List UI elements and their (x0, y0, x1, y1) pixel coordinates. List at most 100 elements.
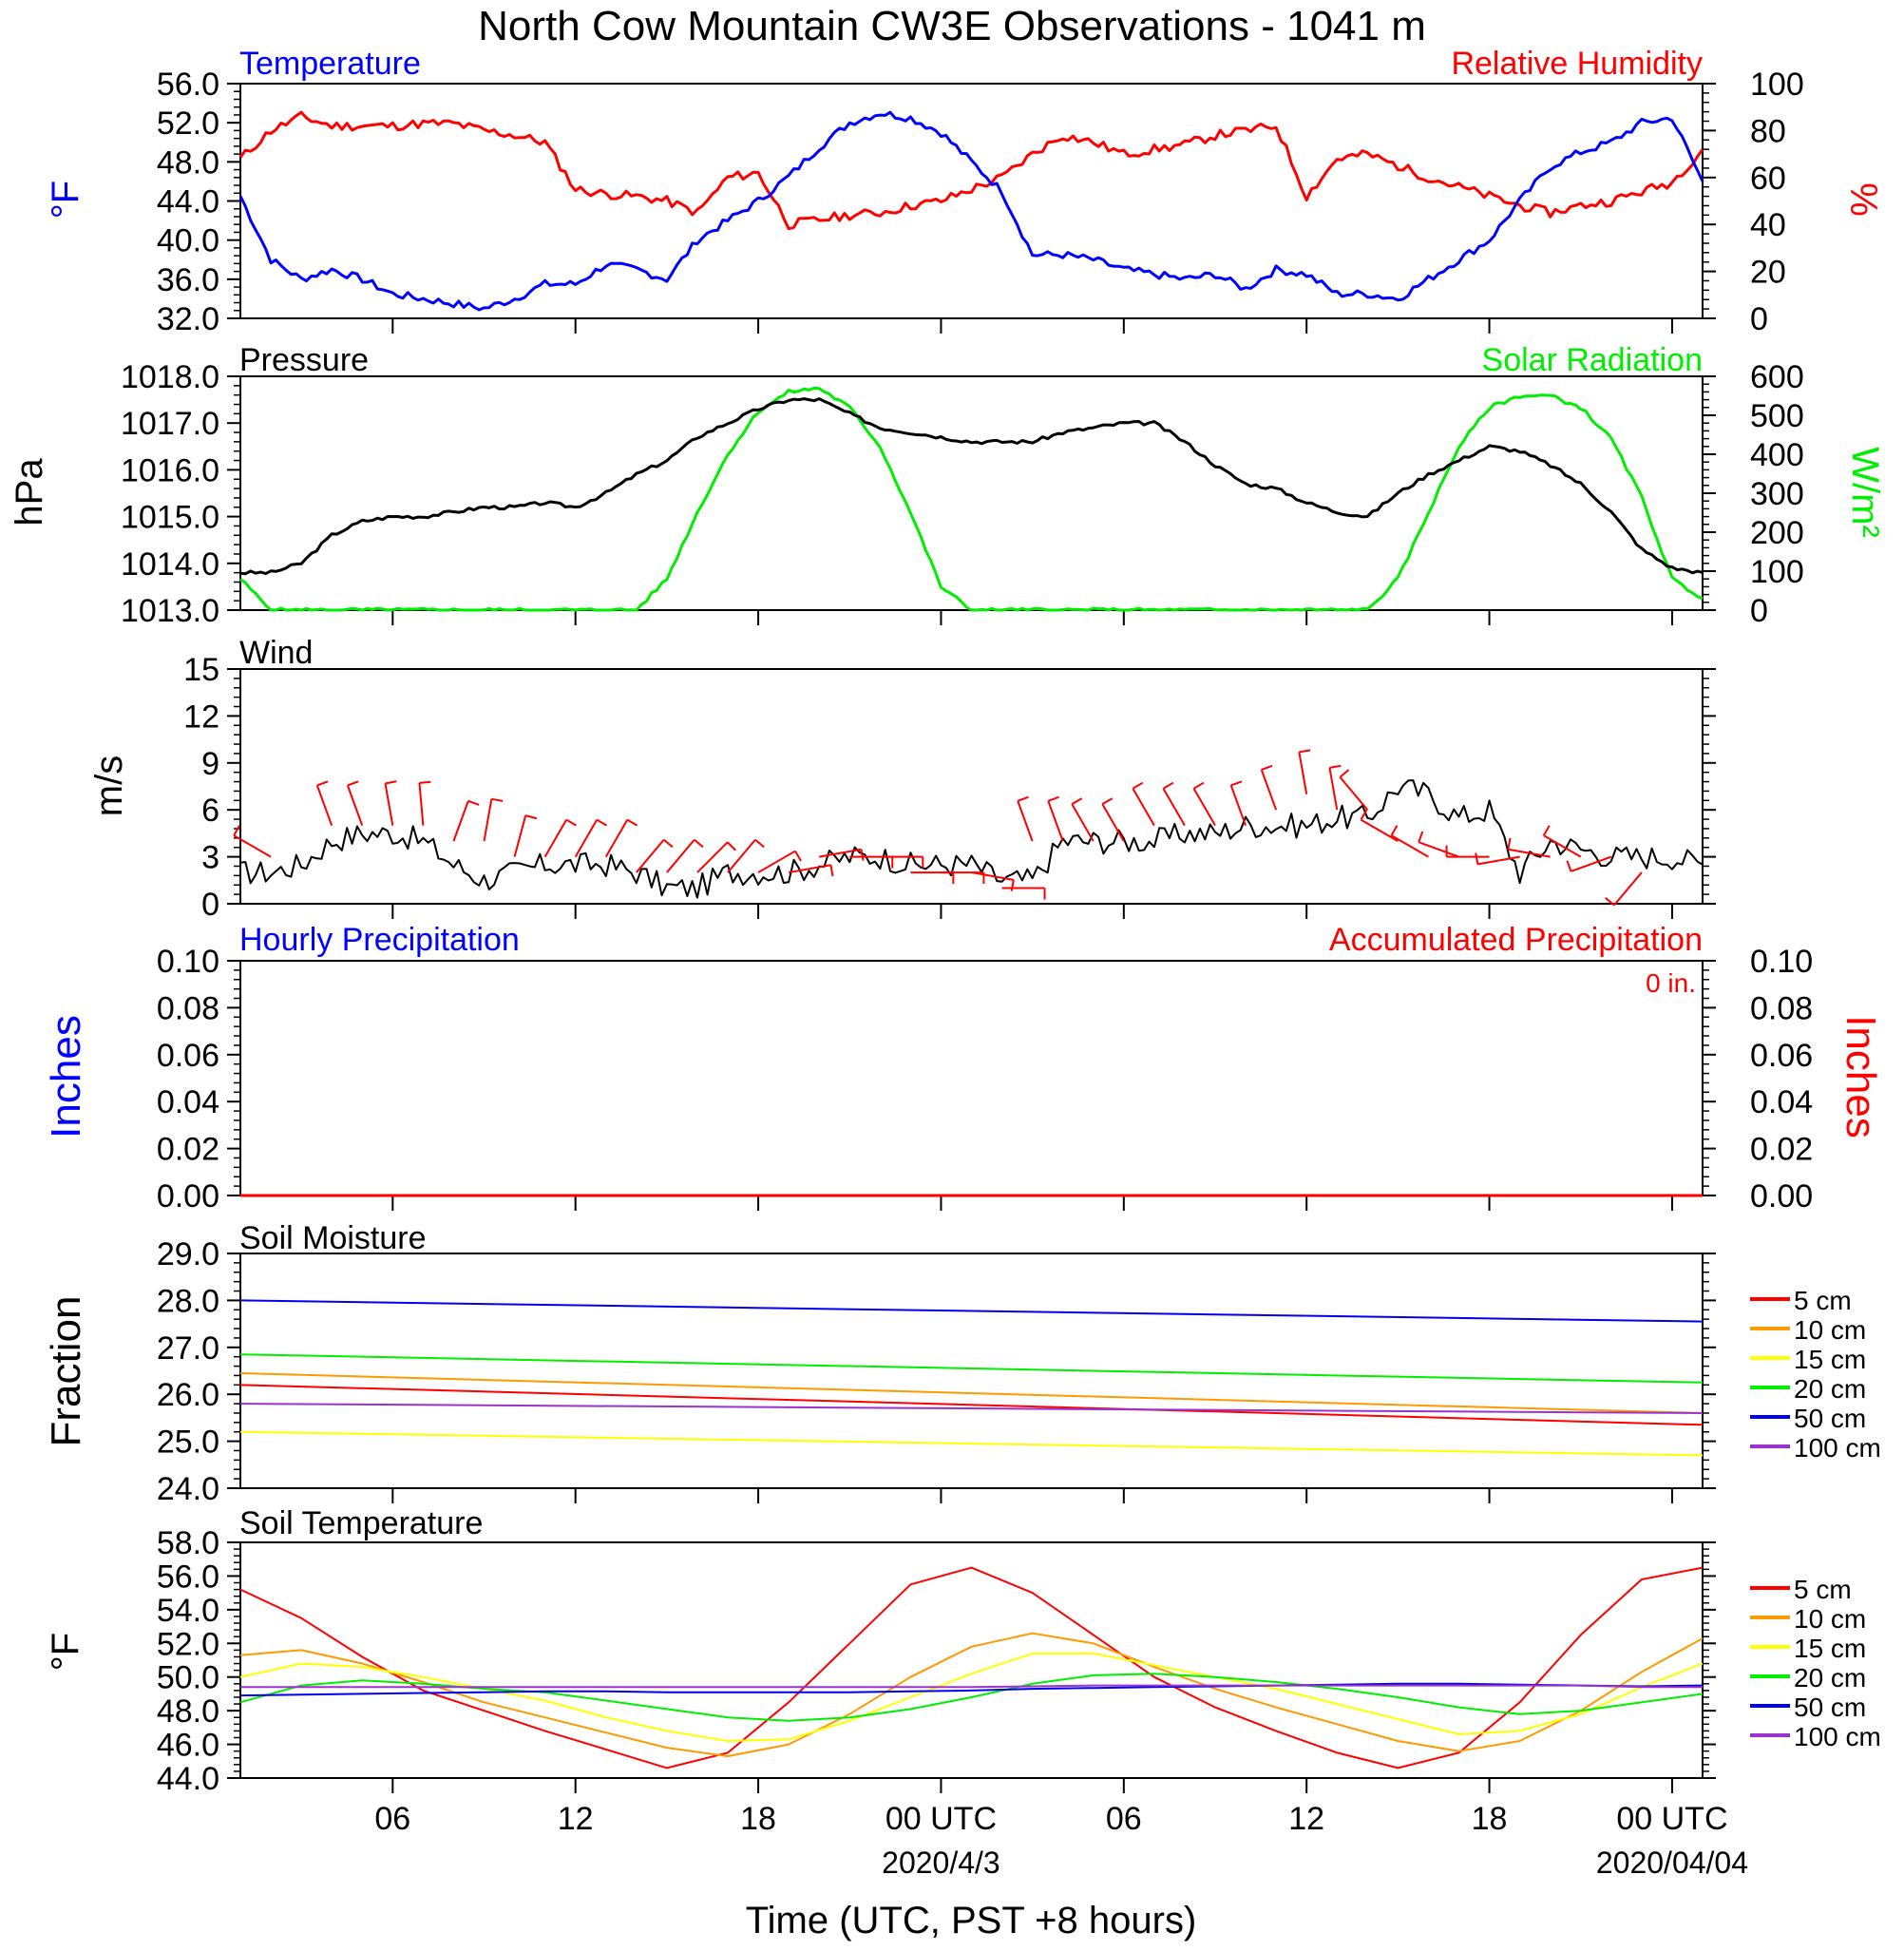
wind-barb-flag (663, 838, 674, 849)
wind-barb-flag (1329, 764, 1342, 769)
plot-frame-soil_moisture (239, 1253, 1704, 1489)
legend-label: 10 cm (1794, 1604, 1866, 1634)
legend-label: 20 cm (1794, 1374, 1866, 1404)
y-tick-label: 44.0 (157, 184, 219, 220)
legend-label: 20 cm (1794, 1663, 1866, 1693)
temperature-line (238, 110, 1704, 312)
soil-moisture-line (239, 1403, 1704, 1414)
y-right-tick-label: 500 (1750, 398, 1804, 434)
panel-temperature-humidity: Temperature Relative Humidity °F % (45, 46, 1884, 219)
y-tick-label: 48.0 (157, 144, 219, 181)
x-date-label: 2020/04/04 (1596, 1846, 1748, 1880)
y-tick-label: 54.0 (157, 1593, 219, 1629)
wind-barb (604, 819, 629, 858)
y-tick-label: 0.08 (157, 990, 219, 1026)
wind-barb (1360, 818, 1399, 842)
plot-frame-precip (239, 960, 1704, 1196)
soil-temp-line (239, 1566, 1704, 1769)
y-tick-label: 40.0 (157, 223, 219, 259)
wind-barb-flag (1071, 797, 1083, 806)
wind-barb (543, 819, 567, 858)
x-tick-label: 18 (740, 1801, 776, 1837)
y-tick-label: 52.0 (157, 1626, 219, 1662)
y-tick-label: 56.0 (157, 1559, 219, 1595)
humidity-title: Relative Humidity (1451, 46, 1703, 82)
y-tick-label: 0.02 (157, 1132, 219, 1168)
wind-barb (1298, 752, 1308, 794)
accum-precip-title: Accumulated Precipitation (1329, 922, 1703, 958)
y-right-tick-label: 300 (1750, 476, 1804, 512)
y-tick-label: 0.04 (157, 1084, 219, 1120)
soil-moisture-line (239, 1372, 1704, 1414)
solar-title: Solar Radiation (1482, 342, 1703, 378)
soil-moisture-unit: Fraction (43, 1296, 89, 1447)
y-right-tick-label: 20 (1750, 255, 1786, 291)
wind-barb (819, 848, 862, 858)
y-tick-label: 29.0 (157, 1236, 219, 1272)
hourly-precip-title: Hourly Precipitation (239, 922, 520, 958)
wind-barb (971, 871, 1014, 881)
wind-barb-flag (754, 838, 765, 849)
y-right-tick-label: 0.06 (1750, 1038, 1813, 1074)
wind-barb (1132, 788, 1155, 827)
wind-barb-flag (1360, 809, 1368, 821)
wind-barb-flag (829, 865, 834, 877)
wind-barb (452, 800, 469, 842)
y-tick-label: 58.0 (157, 1525, 219, 1561)
legend-label: 5 cm (1794, 1286, 1852, 1315)
legend-label: 100 cm (1794, 1433, 1881, 1463)
wind-barb (1101, 803, 1125, 842)
plot-frame-pressure_solar (239, 375, 1704, 611)
solar-line (239, 386, 1704, 612)
y-tick-label: 0.10 (157, 944, 219, 980)
wind-barb-flag (565, 818, 578, 827)
y-tick-label: 46.0 (157, 1728, 219, 1764)
wind-barb-flag (1605, 897, 1615, 907)
y-tick-label: 32.0 (157, 301, 219, 337)
wind-barb (315, 785, 333, 827)
y-tick-label: 0.06 (157, 1038, 219, 1074)
y-tick-label: 1015.0 (121, 500, 219, 536)
y-tick-label: 24.0 (157, 1471, 219, 1507)
wind-barb (574, 819, 599, 858)
wind-barb-flag (860, 849, 865, 861)
wind-barb-flag (347, 780, 359, 787)
pressure-title: Pressure (239, 342, 369, 378)
wind-barb-flag (694, 838, 704, 849)
wind-barb (1328, 767, 1339, 811)
wind-barb-flag (491, 797, 504, 802)
y-tick-label: 36.0 (157, 262, 219, 298)
y-tick-label: 9 (201, 746, 219, 782)
wind-barb (1418, 841, 1459, 858)
wind-barb-flag (1299, 749, 1311, 754)
y-tick-label: 3 (201, 840, 219, 876)
y-tick-label: 26.0 (157, 1377, 219, 1413)
wind-barb (1508, 848, 1551, 858)
y-tick-label: 44.0 (157, 1761, 219, 1797)
wind-barb-flag (1101, 797, 1114, 806)
wind-barb-flag (1390, 825, 1399, 836)
x-tick-label: 18 (1472, 1801, 1508, 1837)
wind-barb-flag (524, 814, 538, 820)
precip-left-unit: Inches (43, 1015, 89, 1138)
wind-barb-flag (794, 851, 802, 862)
wind-barb-flag (1162, 781, 1174, 790)
wind-barb-flag (1047, 795, 1059, 802)
plot-frame-soil_temp (239, 1541, 1704, 1779)
wind-barb-flag (1017, 795, 1029, 802)
plot-layer: 56.052.048.044.040.036.032.0100806040200… (121, 67, 1881, 1880)
wind-barb (727, 838, 756, 873)
wind-barb (757, 850, 796, 873)
y-tick-label: 0 (201, 887, 219, 923)
y-tick-label: 28.0 (157, 1283, 219, 1319)
panel-soil-temperature: Soil Temperature °F (45, 1505, 483, 1671)
wind-barb (1613, 871, 1643, 907)
wind-barb-flag (385, 780, 397, 785)
wind-barb-flag (1010, 879, 1015, 891)
y-right-tick-label: 200 (1750, 515, 1804, 551)
y-tick-label: 1014.0 (121, 546, 219, 583)
soil-temp-unit: °F (45, 1633, 86, 1671)
pressure-unit: hPa (9, 458, 50, 526)
panel-pressure-solar: Pressure Solar Radiation hPa W/m² (9, 342, 1886, 538)
